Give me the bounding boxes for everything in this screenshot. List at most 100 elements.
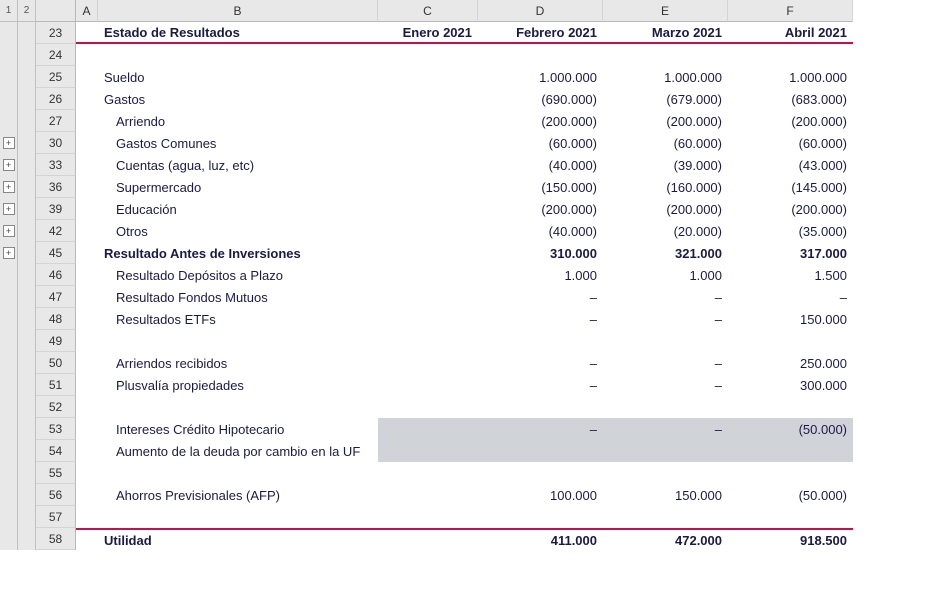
cell[interactable] [76, 66, 98, 88]
value-cell[interactable] [603, 440, 728, 462]
value-cell[interactable]: (35.000) [728, 220, 853, 242]
row-header[interactable]: 58 [36, 528, 76, 550]
value-cell[interactable]: (145.000) [728, 176, 853, 198]
cell[interactable] [378, 132, 478, 154]
row-label[interactable]: Educación [98, 198, 378, 220]
column-header-C[interactable]: C [378, 0, 478, 22]
value-cell[interactable]: – [603, 286, 728, 308]
cell[interactable] [728, 506, 853, 528]
title-cell[interactable]: Estado de Resultados [98, 22, 378, 44]
row-label[interactable]: Gastos [98, 88, 378, 110]
outline-level-2[interactable]: 2 [18, 0, 36, 22]
month-header[interactable]: Febrero 2021 [478, 22, 603, 44]
value-cell[interactable]: – [603, 352, 728, 374]
value-cell[interactable]: 300.000 [728, 374, 853, 396]
cell[interactable] [378, 374, 478, 396]
value-cell[interactable]: (200.000) [728, 198, 853, 220]
cell[interactable] [378, 506, 478, 528]
value-cell[interactable]: (200.000) [478, 198, 603, 220]
cell[interactable] [98, 330, 378, 352]
row-header[interactable]: 45 [36, 242, 76, 264]
value-cell[interactable]: 317.000 [728, 242, 853, 264]
value-cell[interactable]: (683.000) [728, 88, 853, 110]
value-cell[interactable]: – [478, 286, 603, 308]
cell[interactable] [76, 418, 98, 440]
cell[interactable] [76, 22, 98, 44]
value-cell[interactable]: (200.000) [478, 110, 603, 132]
expand-button[interactable]: + [3, 159, 15, 171]
expand-button[interactable]: + [3, 247, 15, 259]
value-cell[interactable]: – [603, 374, 728, 396]
value-cell[interactable]: (200.000) [603, 198, 728, 220]
cell[interactable] [378, 264, 478, 286]
row-header[interactable]: 48 [36, 308, 76, 330]
cell[interactable] [378, 308, 478, 330]
cell[interactable] [378, 88, 478, 110]
row-header[interactable]: 56 [36, 484, 76, 506]
row-header[interactable]: 54 [36, 440, 76, 462]
cell[interactable] [76, 154, 98, 176]
value-cell[interactable]: 1.500 [728, 264, 853, 286]
cell[interactable] [76, 308, 98, 330]
cell[interactable] [76, 110, 98, 132]
row-label[interactable]: Supermercado [98, 176, 378, 198]
column-header-A[interactable]: A [76, 0, 98, 22]
value-cell[interactable] [478, 440, 603, 462]
cell[interactable] [728, 44, 853, 66]
cell[interactable] [378, 352, 478, 374]
expand-button[interactable]: + [3, 203, 15, 215]
row-label[interactable]: Resultado Depósitos a Plazo [98, 264, 378, 286]
value-cell[interactable]: – [603, 418, 728, 440]
cell[interactable] [76, 198, 98, 220]
value-cell[interactable]: 918.500 [728, 528, 853, 550]
cell[interactable] [603, 396, 728, 418]
cell[interactable] [76, 242, 98, 264]
cell[interactable] [603, 44, 728, 66]
value-cell[interactable]: (200.000) [603, 110, 728, 132]
row-header[interactable]: 30 [36, 132, 76, 154]
row-header[interactable]: 42 [36, 220, 76, 242]
value-cell[interactable]: – [478, 308, 603, 330]
value-cell[interactable]: 1.000.000 [603, 66, 728, 88]
value-cell[interactable] [728, 440, 853, 462]
row-header[interactable]: 46 [36, 264, 76, 286]
cell[interactable] [378, 440, 478, 462]
value-cell[interactable]: 310.000 [478, 242, 603, 264]
cell[interactable] [76, 330, 98, 352]
cell[interactable] [378, 528, 478, 550]
cell[interactable] [378, 220, 478, 242]
cell[interactable] [478, 506, 603, 528]
value-cell[interactable]: 472.000 [603, 528, 728, 550]
row-label[interactable]: Otros [98, 220, 378, 242]
select-all-corner[interactable] [36, 0, 76, 22]
cell[interactable] [98, 44, 378, 66]
cell[interactable] [76, 396, 98, 418]
value-cell[interactable]: – [478, 352, 603, 374]
value-cell[interactable]: (679.000) [603, 88, 728, 110]
row-header[interactable]: 39 [36, 198, 76, 220]
value-cell[interactable]: 1.000 [603, 264, 728, 286]
value-cell[interactable]: 150.000 [603, 484, 728, 506]
cell[interactable] [378, 330, 478, 352]
cell[interactable] [76, 176, 98, 198]
row-label[interactable]: Resultado Antes de Inversiones [98, 242, 378, 264]
value-cell[interactable]: 1.000.000 [728, 66, 853, 88]
row-header[interactable]: 25 [36, 66, 76, 88]
value-cell[interactable]: (60.000) [728, 132, 853, 154]
value-cell[interactable]: (160.000) [603, 176, 728, 198]
month-header[interactable]: Marzo 2021 [603, 22, 728, 44]
cell[interactable] [728, 396, 853, 418]
cell[interactable] [76, 484, 98, 506]
cell[interactable] [76, 44, 98, 66]
value-cell[interactable]: (200.000) [728, 110, 853, 132]
expand-button[interactable]: + [3, 225, 15, 237]
column-header-B[interactable]: B [98, 0, 378, 22]
month-header[interactable]: Abril 2021 [728, 22, 853, 44]
value-cell[interactable]: (39.000) [603, 154, 728, 176]
value-cell[interactable]: 100.000 [478, 484, 603, 506]
row-header[interactable]: 50 [36, 352, 76, 374]
cell[interactable] [98, 506, 378, 528]
cell[interactable] [76, 506, 98, 528]
row-header[interactable]: 53 [36, 418, 76, 440]
cell[interactable] [603, 506, 728, 528]
